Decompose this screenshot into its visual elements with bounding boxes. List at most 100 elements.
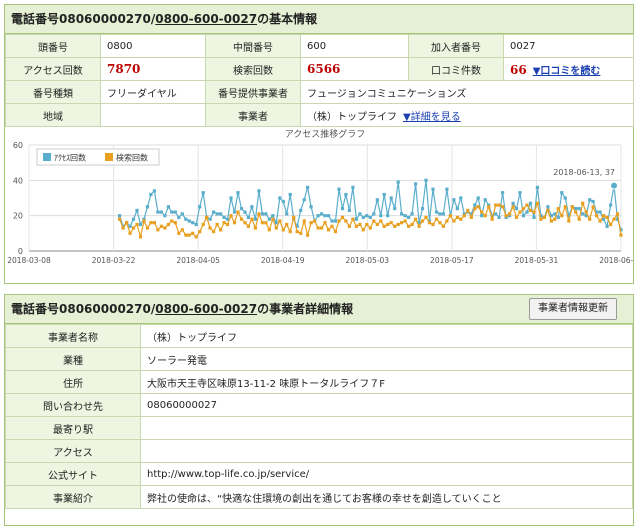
data-point bbox=[504, 214, 508, 218]
detail-title-link[interactable]: 0800-600-0027 bbox=[155, 302, 258, 316]
data-point bbox=[535, 185, 539, 189]
basic-value: （株）トップライフ ▼詳細を見る bbox=[300, 103, 634, 127]
data-point bbox=[163, 214, 167, 218]
data-point bbox=[205, 215, 209, 219]
data-point bbox=[598, 210, 602, 214]
data-point bbox=[501, 191, 505, 195]
data-point bbox=[201, 222, 205, 227]
basic-value-text: （株）トップライフ bbox=[307, 111, 397, 123]
data-point bbox=[487, 203, 491, 207]
data-point bbox=[208, 217, 212, 221]
data-point bbox=[177, 231, 181, 235]
data-point bbox=[208, 226, 212, 230]
data-point bbox=[274, 221, 278, 225]
data-point bbox=[145, 226, 150, 230]
data-point bbox=[490, 214, 494, 218]
data-point bbox=[553, 212, 557, 216]
basic-title-prefix: 電話番号08060000270 bbox=[11, 12, 151, 26]
data-point bbox=[187, 219, 191, 223]
basic-value bbox=[100, 103, 206, 127]
basic-value: フリーダイヤル bbox=[100, 80, 206, 104]
data-point bbox=[602, 217, 606, 221]
basic-label: 番号種類 bbox=[5, 80, 101, 104]
data-point bbox=[145, 205, 150, 209]
data-point bbox=[232, 210, 237, 214]
data-point bbox=[521, 207, 526, 211]
x-tick-label: 2018-05-03 bbox=[345, 256, 389, 265]
data-point bbox=[609, 222, 613, 227]
data-point bbox=[351, 217, 355, 221]
data-point bbox=[445, 187, 449, 191]
data-point bbox=[212, 210, 216, 214]
data-point bbox=[219, 212, 223, 216]
basic-label: 中間番号 bbox=[205, 34, 301, 58]
data-point bbox=[187, 233, 191, 237]
data-point bbox=[508, 214, 512, 218]
data-point bbox=[452, 219, 456, 223]
data-point bbox=[191, 221, 195, 225]
detail-info-panel: 電話番号08060000270/0800-600-0027の事業者詳細情報 事業… bbox=[4, 294, 634, 526]
data-point bbox=[452, 198, 456, 202]
basic-label: 加入者番号 bbox=[408, 34, 504, 58]
data-point bbox=[159, 210, 163, 214]
basic-value-text: 0027 bbox=[510, 40, 536, 52]
data-point bbox=[382, 192, 386, 197]
x-tick-label: 2018-06-14 bbox=[599, 256, 633, 265]
data-point bbox=[441, 224, 445, 228]
data-point bbox=[330, 224, 334, 228]
basic-title-link[interactable]: 0800-600-0027 bbox=[155, 12, 258, 26]
data-point bbox=[445, 219, 449, 223]
data-point bbox=[424, 178, 428, 182]
data-point bbox=[347, 208, 351, 212]
data-point bbox=[563, 196, 567, 200]
data-point bbox=[344, 219, 348, 223]
x-tick-label: 2018-04-05 bbox=[176, 256, 220, 265]
data-point bbox=[121, 226, 125, 230]
update-info-button[interactable]: 事業者情報更新 bbox=[529, 298, 617, 320]
data-point bbox=[173, 210, 177, 214]
data-point bbox=[285, 222, 289, 227]
data-point bbox=[417, 224, 421, 228]
data-point bbox=[271, 217, 275, 221]
data-point bbox=[521, 214, 526, 218]
detail-value: 08060000027 bbox=[140, 393, 633, 417]
basic-info-panel: 電話番号08060000270/0800-600-0027の基本情報 頭番号 08… bbox=[4, 4, 640, 284]
x-tick-label: 2018-03-08 bbox=[7, 256, 51, 265]
data-point bbox=[118, 217, 122, 221]
data-point bbox=[198, 205, 202, 209]
data-point bbox=[170, 210, 174, 214]
data-point bbox=[501, 205, 505, 209]
data-point bbox=[316, 214, 320, 218]
data-point bbox=[525, 210, 529, 214]
data-point bbox=[340, 215, 345, 219]
data-point bbox=[288, 230, 292, 234]
basic-label: 頭番号 bbox=[5, 34, 101, 58]
data-point bbox=[393, 207, 397, 211]
legend-swatch bbox=[105, 153, 113, 161]
basic-row: 地域 事業者 （株）トップライフ ▼詳細を見る bbox=[5, 103, 634, 127]
data-point bbox=[518, 191, 522, 195]
legend-label: ｱｸｾｽ回数 bbox=[54, 153, 86, 163]
x-tick-label: 2018-05-31 bbox=[515, 256, 559, 265]
data-point bbox=[184, 217, 188, 221]
detail-row: 問い合わせ先 08060000027 bbox=[5, 393, 633, 417]
data-point bbox=[142, 219, 146, 223]
data-point bbox=[588, 217, 592, 221]
data-point bbox=[612, 217, 616, 221]
data-point bbox=[615, 217, 620, 221]
data-point bbox=[138, 235, 143, 239]
data-point bbox=[480, 214, 484, 218]
data-point bbox=[302, 219, 306, 223]
data-point bbox=[250, 205, 254, 209]
y-tick-label: 40 bbox=[13, 176, 23, 185]
x-tick-label: 2018-03-22 bbox=[92, 256, 136, 265]
data-point bbox=[267, 228, 271, 232]
basic-value-link[interactable]: ▼口コミを読む bbox=[532, 65, 601, 77]
data-point bbox=[239, 217, 244, 221]
data-point bbox=[152, 221, 156, 225]
detail-value: http://www.top-life.co.jp/service/ bbox=[140, 462, 633, 486]
data-point bbox=[191, 231, 195, 235]
basic-value-link[interactable]: ▼詳細を見る bbox=[403, 111, 461, 123]
data-point bbox=[619, 228, 623, 232]
data-point bbox=[375, 222, 379, 227]
